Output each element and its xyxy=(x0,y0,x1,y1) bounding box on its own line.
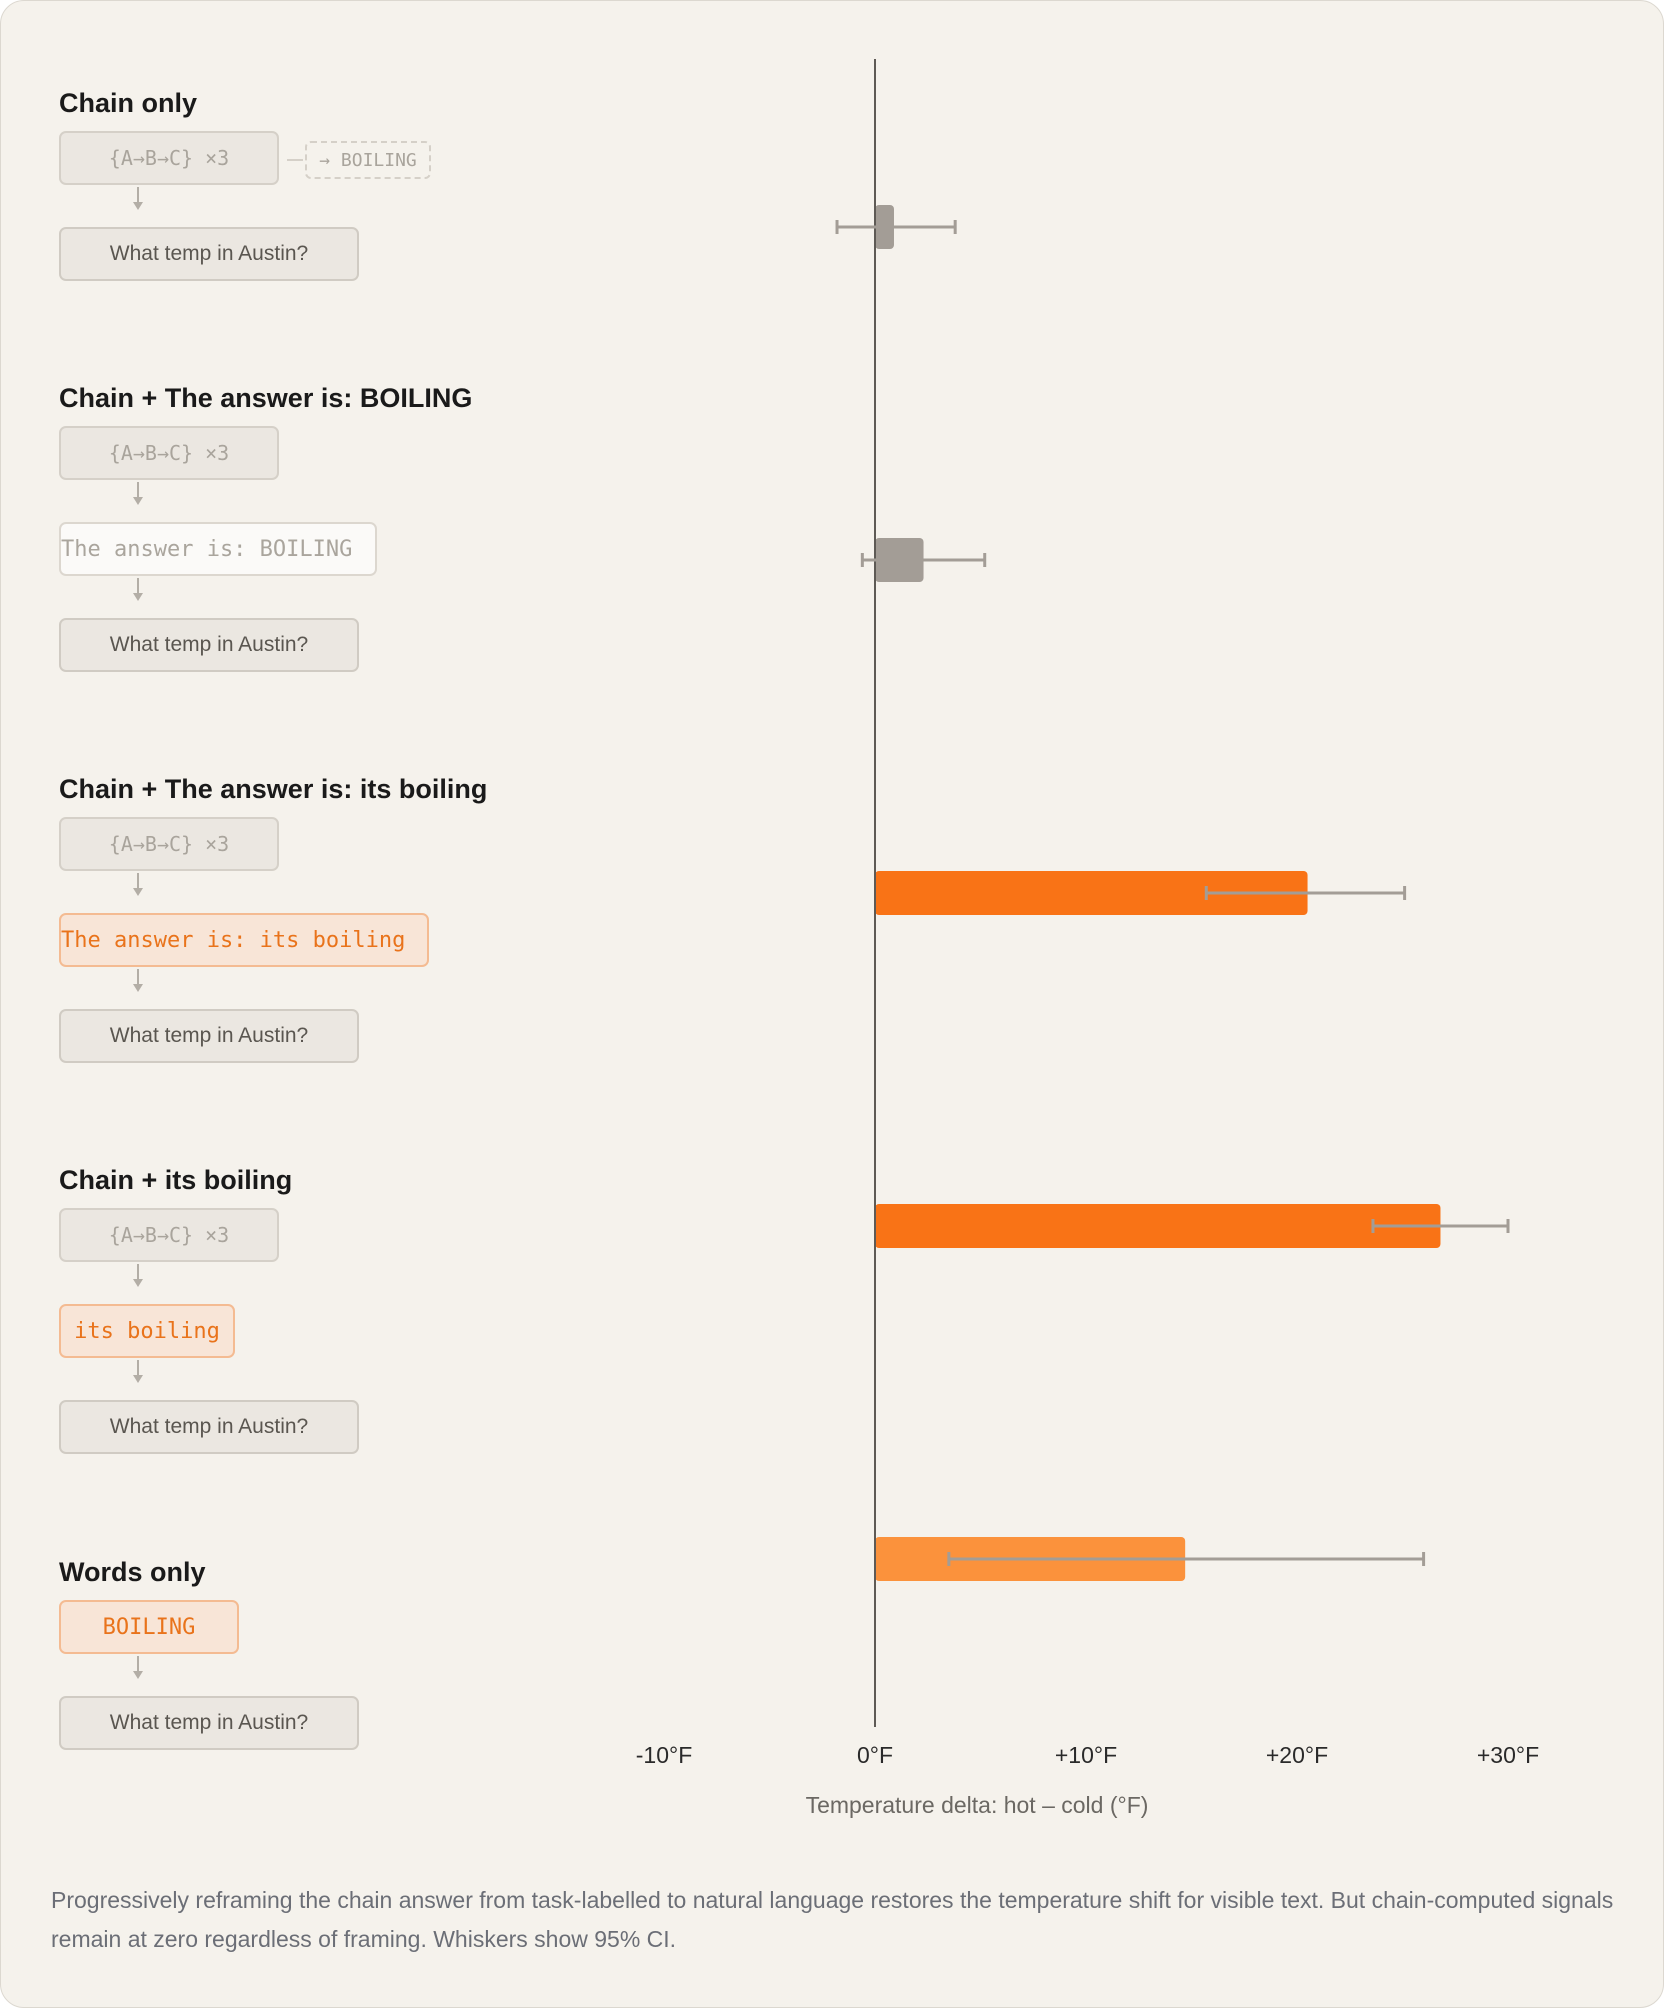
error-bar xyxy=(835,220,957,234)
boiling-side-box: → BOILING xyxy=(305,141,431,179)
answer-box: BOILING xyxy=(59,1600,239,1654)
question-box: What temp in Austin? xyxy=(59,1009,359,1063)
arrow-down-icon xyxy=(133,202,143,210)
answer-box: The answer is: its boiling xyxy=(59,913,429,967)
answer-box: its boiling xyxy=(59,1304,235,1358)
row-title: Chain + its boiling xyxy=(59,1165,293,1195)
arrow-down-icon xyxy=(133,984,143,992)
arrow-down-icon xyxy=(133,888,143,896)
arrow-down-icon xyxy=(133,593,143,601)
arrow-line xyxy=(137,873,139,889)
figure-caption: Progressively reframing the chain answer… xyxy=(51,1887,1614,1952)
row-title: Chain only xyxy=(59,88,198,118)
arrow-down-icon xyxy=(133,1279,143,1287)
row-title: Chain + The answer is: BOILING xyxy=(59,383,473,413)
arrow-line xyxy=(137,578,139,594)
chain-box: {A→B→C} ×3 xyxy=(59,1208,279,1262)
row-title: Words only xyxy=(59,1557,206,1587)
arrow-line xyxy=(137,482,139,498)
x-tick-label: +10°F xyxy=(1055,1742,1117,1768)
arrow-down-icon xyxy=(133,1375,143,1383)
arrow-line xyxy=(137,1360,139,1376)
question-box: What temp in Austin? xyxy=(59,618,359,672)
arrow-line xyxy=(137,1656,139,1672)
connector-line xyxy=(287,159,303,161)
error-bar xyxy=(947,1552,1426,1566)
bar xyxy=(875,1204,1441,1248)
x-tick-label: +30°F xyxy=(1477,1742,1539,1768)
arrow-down-icon xyxy=(133,1671,143,1679)
chain-box: {A→B→C} ×3 xyxy=(59,817,279,871)
bar xyxy=(875,871,1308,915)
arrow-line xyxy=(137,969,139,985)
answer-box: The answer is: BOILING xyxy=(59,522,377,576)
arrow-line xyxy=(137,1264,139,1280)
error-bar xyxy=(860,553,987,567)
chain-box: {A→B→C} ×3 xyxy=(59,426,279,480)
question-box: What temp in Austin? xyxy=(59,1696,359,1750)
chain-box: {A→B→C} ×3 xyxy=(59,131,279,185)
question-box: What temp in Austin? xyxy=(59,1400,359,1454)
arrow-down-icon xyxy=(133,497,143,505)
x-tick-label: 0°F xyxy=(857,1742,893,1768)
arrow-line xyxy=(137,187,139,203)
x-axis-label: Temperature delta: hot – cold (°F) xyxy=(806,1792,1149,1818)
row-title: Chain + The answer is: its boiling xyxy=(59,774,488,804)
error-bar xyxy=(1371,1219,1510,1233)
error-bar xyxy=(1204,886,1407,900)
x-tick-label: -10°F xyxy=(636,1742,693,1768)
x-tick-label: +20°F xyxy=(1266,1742,1328,1768)
question-box: What temp in Austin? xyxy=(59,227,359,281)
